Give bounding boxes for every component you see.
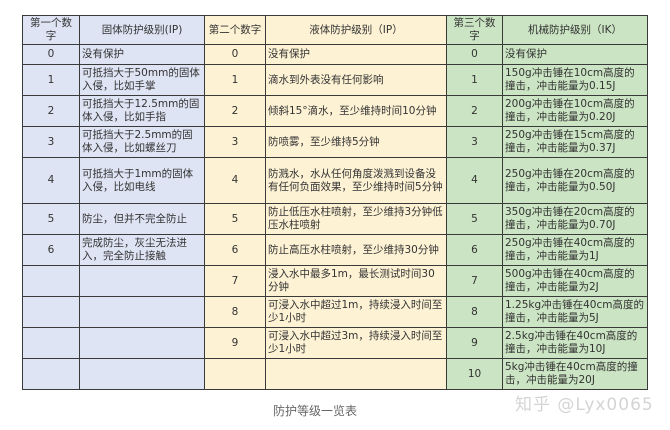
cell-second-digit: [204, 358, 266, 390]
cell-first-digit: 2: [22, 95, 80, 127]
cell-first-digit: 1: [22, 64, 80, 96]
cell-first-digit: [22, 358, 80, 390]
table-row: 9 可浸入水中超过3m，持续浸入时间至少1小时 9 2.5kg冲击锤在40cm高度的撞…: [22, 327, 648, 359]
table-row: 2 可抵挡大于12.5mm的固体入侵，比如手指 2 倾斜15°滴水，至少维持时间10分…: [22, 95, 648, 127]
cell-third-digit: 10: [446, 358, 503, 390]
cell-third-digit: 3: [446, 126, 503, 158]
cell-third-digit: 9: [446, 327, 503, 359]
cell-liquid-protection: 防止低压水柱喷射，至少维持3分钟低压水柱喷射: [265, 203, 447, 235]
cell-third-digit: 5: [446, 203, 503, 235]
cell-second-digit: 9: [204, 327, 266, 359]
cell-second-digit: 6: [204, 234, 266, 266]
cell-third-digit: 1: [446, 64, 503, 96]
table-row: 7 浸入水中最多1m，最长测试时间30分钟 7 500g冲击锤在40cm高度的撞击，冲…: [22, 265, 648, 297]
cell-liquid-protection: 滴水到外表没有任何影响: [265, 64, 447, 96]
cell-first-digit: 5: [22, 203, 80, 235]
cell-solid-protection: 没有保护: [79, 44, 205, 65]
cell-mechanical-protection: 5kg冲击锤在40cm高度的撞击，冲击能量为20J: [502, 358, 648, 390]
cell-first-digit: 3: [22, 126, 80, 158]
cell-second-digit: 2: [204, 95, 266, 127]
cell-mechanical-protection: 250g冲击锤在15cm高度的撞击，冲击能量为0.37J: [502, 126, 648, 158]
cell-third-digit: 2: [446, 95, 503, 127]
table-row: 8 可浸入水中超过1m，持续浸入时间至少1小时 8 1.25kg冲击锤在40cm高度的…: [22, 296, 648, 328]
header-first-digit: 第一个数字: [22, 15, 80, 45]
cell-mechanical-protection: 350g冲击锤在20cm高度的撞击，冲击能量为0.70J: [502, 203, 648, 235]
cell-liquid-protection: 可浸入水中超过1m，持续浸入时间至少1小时: [265, 296, 447, 328]
cell-solid-protection: 可抵挡大于12.5mm的固体入侵，比如手指: [79, 95, 205, 127]
cell-solid-protection: 可抵挡大于2.5mm的固体入侵，比如螺丝刀: [79, 126, 205, 158]
cell-first-digit: 0: [22, 44, 80, 65]
table-row: 0 没有保护 0 没有保护 0 没有保护: [22, 44, 648, 65]
cell-liquid-protection: 防喷雾，至少维持5分钟: [265, 126, 447, 158]
cell-mechanical-protection: 250g冲击锤在20cm高度的撞击，冲击能量为0.50J: [502, 157, 648, 204]
cell-liquid-protection: 可浸入水中超过3m，持续浸入时间至少1小时: [265, 327, 447, 359]
table-row: 10 5kg冲击锤在40cm高度的撞击，冲击能量为20J: [22, 358, 648, 390]
cell-second-digit: 8: [204, 296, 266, 328]
cell-third-digit: 8: [446, 296, 503, 328]
header-liquid-protection: 液体防护级别（IP）: [265, 15, 447, 45]
cell-mechanical-protection: 200g冲击锤在10cm高度的撞击，冲击能量为0.20J: [502, 95, 648, 127]
header-solid-protection: 固体防护级别(IP): [79, 15, 205, 45]
cell-third-digit: 4: [446, 157, 503, 204]
cell-liquid-protection: [265, 358, 447, 390]
cell-second-digit: 7: [204, 265, 266, 297]
cell-first-digit: 6: [22, 234, 80, 266]
header-row: 第一个数字 固体防护级别(IP) 第二个数字 液体防护级别（IP） 第三个数字 …: [22, 15, 648, 45]
table-row: 6 完成防尘，灰尘无法进入，完全防止接触 6 防止高压水柱喷射，至少维持30分钟 6 25…: [22, 234, 648, 266]
cell-first-digit: [22, 265, 80, 297]
cell-liquid-protection: 浸入水中最多1m，最长测试时间30分钟: [265, 265, 447, 297]
cell-first-digit: [22, 327, 80, 359]
cell-solid-protection: [79, 296, 205, 328]
cell-second-digit: 0: [204, 44, 266, 65]
cell-mechanical-protection: 2.5kg冲击锤在40cm高度的撞击，冲击能量为10J: [502, 327, 648, 359]
cell-solid-protection: [79, 327, 205, 359]
cell-second-digit: 4: [204, 157, 266, 204]
cell-third-digit: 7: [446, 265, 503, 297]
cell-mechanical-protection: 没有保护: [502, 44, 648, 65]
cell-solid-protection: 完成防尘，灰尘无法进入，完全防止接触: [79, 234, 205, 266]
cell-solid-protection: [79, 358, 205, 390]
cell-mechanical-protection: 250g冲击锤在40cm高度的撞击，冲击能量为1J: [502, 234, 648, 266]
cell-solid-protection: 可抵挡大于1mm的固体入侵，比如电线: [79, 157, 205, 204]
cell-third-digit: 6: [446, 234, 503, 266]
cell-liquid-protection: 防溅水，水从任何角度泼溅到设备没有任何负面效果，至少维持时间5分钟: [265, 157, 447, 204]
cell-mechanical-protection: 500g冲击锤在40cm高度的撞击，冲击能量为2J: [502, 265, 648, 297]
cell-liquid-protection: 没有保护: [265, 44, 447, 65]
cell-liquid-protection: 防止高压水柱喷射，至少维持30分钟: [265, 234, 447, 266]
table-caption: 防护等级一览表: [272, 404, 357, 418]
cell-solid-protection: 防尘，但并不完全防止: [79, 203, 205, 235]
table-row: 4 可抵挡大于1mm的固体入侵，比如电线 4 防溅水，水从任何角度泼溅到设备没有任何负…: [22, 157, 648, 204]
cell-third-digit: 0: [446, 44, 503, 65]
cell-first-digit: [22, 296, 80, 328]
cell-solid-protection: [79, 265, 205, 297]
table-row: 3 可抵挡大于2.5mm的固体入侵，比如螺丝刀 3 防喷雾，至少维持5分钟 3 250g冲…: [22, 126, 648, 158]
table-row: 5 防尘，但并不完全防止 5 防止低压水柱喷射，至少维持3分钟低压水柱喷射 5 350g冲…: [22, 203, 648, 235]
header-second-digit: 第二个数字: [204, 15, 266, 45]
protection-level-table: 第一个数字 固体防护级别(IP) 第二个数字 液体防护级别（IP） 第三个数字 …: [22, 15, 648, 390]
header-mechanical-protection: 机械防护级别（IK）: [502, 15, 648, 45]
cell-second-digit: 1: [204, 64, 266, 96]
cell-solid-protection: 可抵挡大于50mm的固体入侵，比如手掌: [79, 64, 205, 96]
header-third-digit: 第三个数字: [446, 15, 503, 45]
cell-liquid-protection: 倾斜15°滴水，至少维持时间10分钟: [265, 95, 447, 127]
table-row: 1 可抵挡大于50mm的固体入侵，比如手掌 1 滴水到外表没有任何影响 1 150g冲击锤…: [22, 64, 648, 96]
cell-second-digit: 3: [204, 126, 266, 158]
cell-mechanical-protection: 1.25kg冲击锤在40cm高度的撞击，冲击能量为5J: [502, 296, 648, 328]
cell-first-digit: 4: [22, 157, 80, 204]
cell-mechanical-protection: 150g冲击锤在10cm高度的撞击，冲击能量为0.15J: [502, 64, 648, 96]
watermark: 知乎 @Lyx0065: [515, 395, 654, 415]
cell-second-digit: 5: [204, 203, 266, 235]
